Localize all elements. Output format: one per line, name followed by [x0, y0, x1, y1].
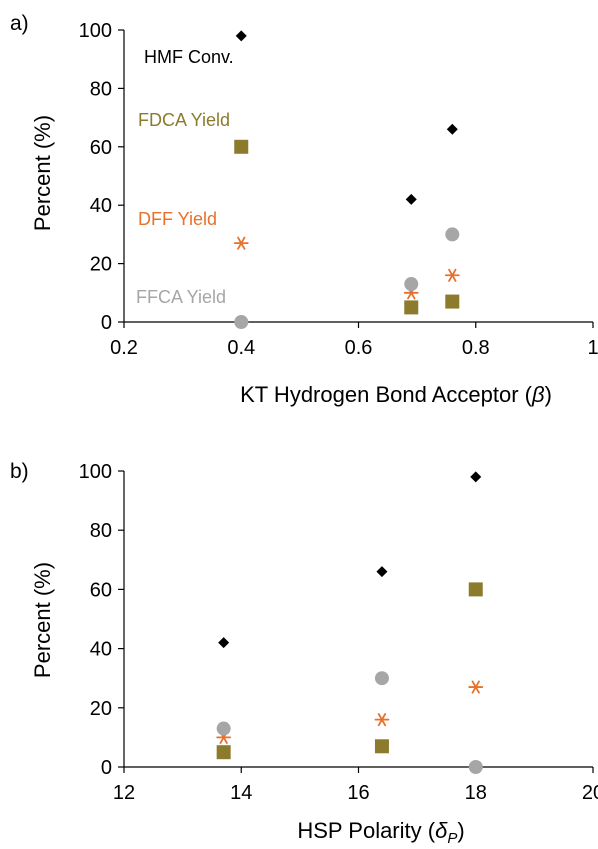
- panel-b-x-tick-label: 16: [347, 782, 369, 804]
- panel-a-square-marker: [445, 294, 460, 309]
- panel-b-label: b): [10, 460, 29, 483]
- panel-a-x-tick-label: 1: [587, 337, 598, 359]
- annotation-fdca-yield: FDCA Yield: [138, 110, 230, 130]
- panel-b-asterisk-marker: [468, 680, 484, 694]
- panel-b-y-tick-label: 40: [90, 639, 112, 661]
- panel-a-circle-marker: [445, 227, 460, 242]
- panel-a-y-axis-title: Percent (%): [30, 115, 55, 231]
- panel-b-asterisk-marker-stroke: [471, 680, 480, 694]
- panel-b-circle-marker: [468, 760, 483, 774]
- panel-b-square-marker: [216, 745, 231, 760]
- panel-a-x-tick-label: 0.8: [462, 337, 490, 359]
- panel-b-asterisk-marker-stroke: [377, 713, 387, 727]
- panel-b-x-tick-label: 14: [230, 782, 252, 804]
- panel-a-label: a): [10, 12, 29, 35]
- panel-a-x-tick-label: 0.6: [345, 337, 373, 359]
- chart-panel-b: b) Percent (%) HSP Polarity (δP) 0 20 40 60…: [10, 460, 598, 847]
- chart-panel-a: a) Percent (%) KT Hydrogen Bond Acceptor…: [10, 12, 598, 407]
- panel-a-y-tick-label: 60: [90, 137, 112, 159]
- panel-b-y-tick-label: 100: [79, 461, 112, 483]
- panel-b-square-marker: [374, 739, 389, 754]
- panel-a-asterisk-marker: [444, 268, 460, 282]
- panel-a-x-tick-label: 0.2: [110, 337, 138, 359]
- panel-a-y-tick-label: 20: [90, 254, 112, 276]
- panel-a-square-marker: [234, 139, 249, 154]
- annotation-dff-yield: DFF Yield: [138, 209, 217, 229]
- panel-a-y-tick-label: 100: [79, 20, 112, 42]
- panel-a-x-axis-title-symbol: β: [531, 382, 545, 407]
- panel-b-x-axis-title-main: HSP Polarity (: [297, 818, 435, 843]
- panel-a-diamond-marker: [446, 123, 458, 135]
- annotation-ffca-yield: FFCA Yield: [136, 287, 226, 307]
- panel-b-x-axis-title-sub: P: [447, 830, 457, 847]
- panel-a-x-axis-title-close: ): [545, 382, 552, 407]
- panel-b-x-axis-title-symbol: δ: [435, 818, 448, 843]
- panel-a-y-tick-label: 40: [90, 195, 112, 217]
- panel-a-y-tick-label: 80: [90, 78, 112, 100]
- panel-b-y-tick-label: 60: [90, 579, 112, 601]
- panel-b-asterisk-marker: [374, 713, 390, 727]
- panel-a-asterisk-marker-stroke: [237, 236, 246, 250]
- panel-a-circle-marker: [404, 277, 419, 292]
- panel-b-x-axis-title: HSP Polarity (δP): [297, 818, 464, 847]
- panel-b-circle-marker: [374, 671, 389, 686]
- panel-b-diamond-marker: [218, 637, 230, 649]
- panel-a-asterisk-marker-stroke: [448, 268, 457, 282]
- panel-b-y-tick-label: 80: [90, 520, 112, 542]
- panel-a-diamond-marker: [405, 193, 417, 205]
- panel-b-y-tick-label: 0: [101, 757, 112, 779]
- panel-a-x-axis-title-main: KT Hydrogen Bond Acceptor (: [240, 382, 533, 407]
- panel-a-asterisk-marker: [233, 236, 249, 250]
- annotation-hmf-conv: HMF Conv.: [144, 47, 234, 67]
- panel-a-x-axis-title: KT Hydrogen Bond Acceptor (β): [240, 382, 552, 407]
- panel-b-y-axis-title: Percent (%): [30, 562, 55, 678]
- panel-a-x-tick-label: 0.4: [227, 337, 255, 359]
- panel-a-diamond-marker: [235, 30, 247, 42]
- panel-b-x-tick-label: 20: [582, 782, 598, 804]
- panel-b-square-marker: [468, 582, 483, 597]
- panel-a-y-tick-label: 0: [101, 312, 112, 334]
- panel-b-y-tick-label: 20: [90, 698, 112, 720]
- panel-b-x-tick-label: 12: [113, 782, 135, 804]
- panel-b-x-axis-title-close: ): [457, 818, 464, 843]
- panel-a-circle-marker: [234, 315, 249, 329]
- panel-b-diamond-marker: [470, 471, 482, 483]
- panel-b-diamond-marker: [376, 566, 388, 578]
- panel-b-circle-marker: [216, 721, 231, 736]
- panel-b-x-tick-label: 18: [465, 782, 487, 804]
- panel-a-square-marker: [404, 300, 419, 315]
